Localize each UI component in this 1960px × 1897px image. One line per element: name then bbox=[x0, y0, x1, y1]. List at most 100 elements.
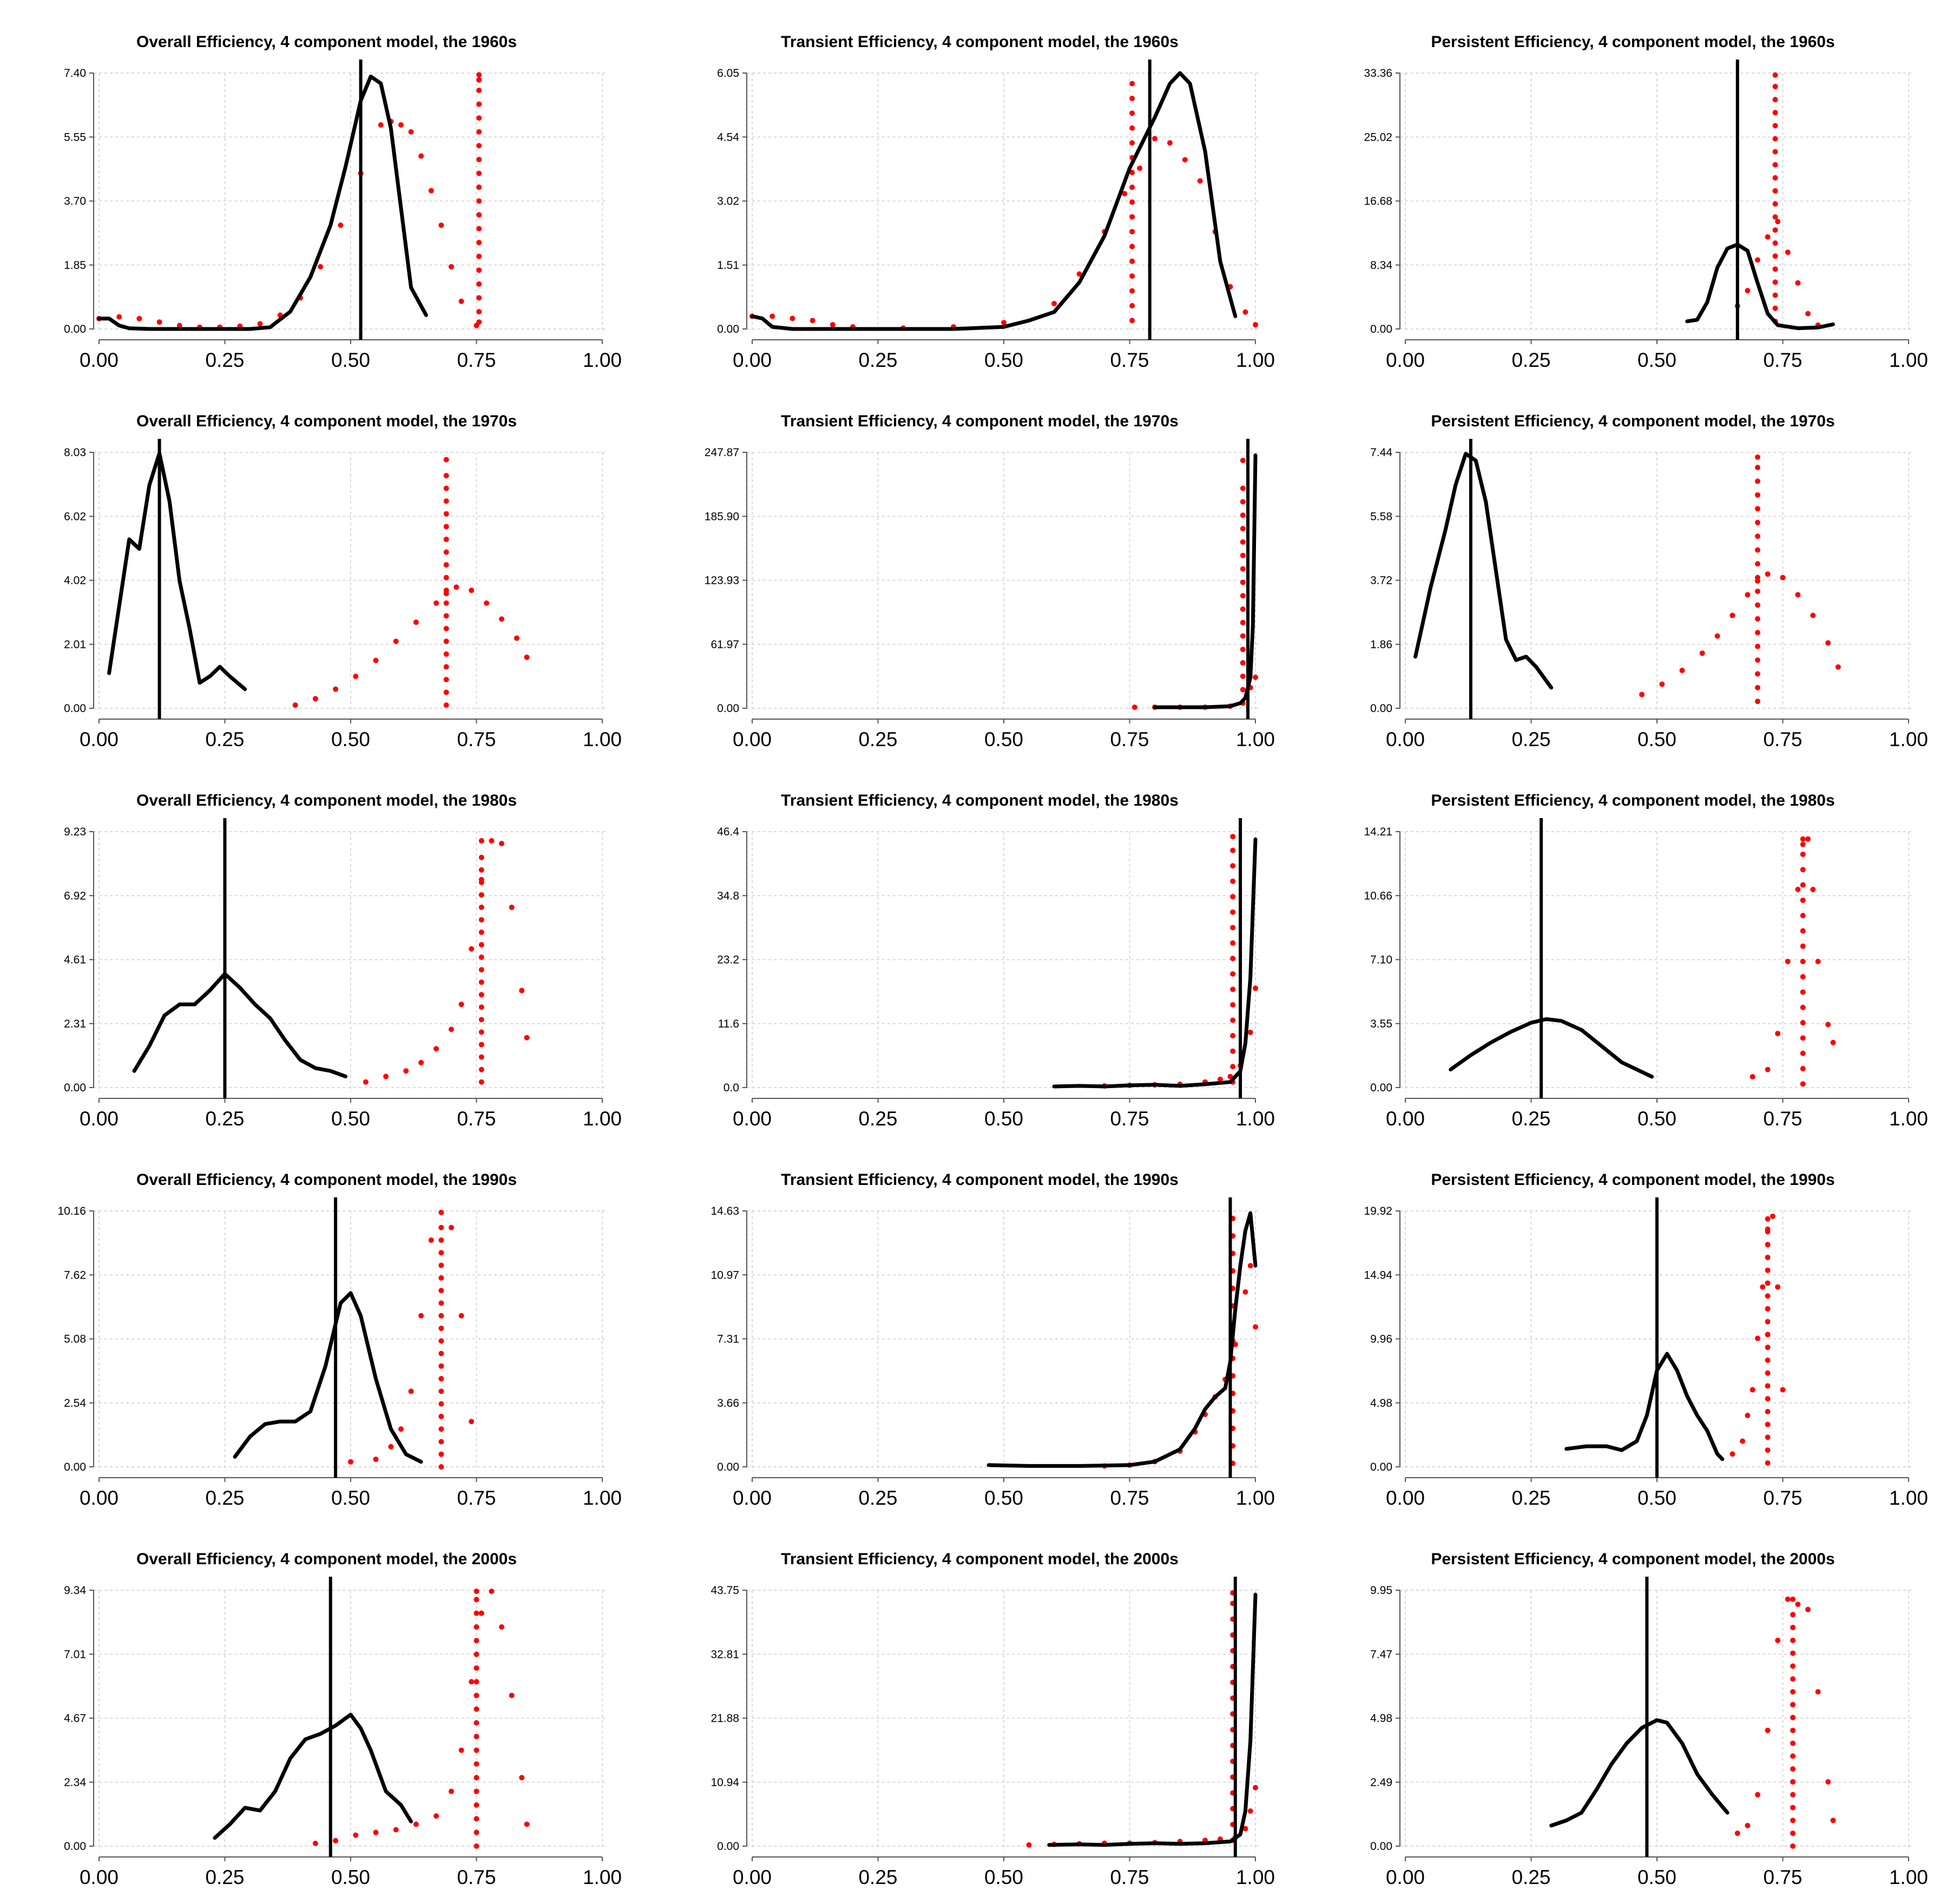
y-tick-label: 5.55 bbox=[64, 131, 86, 143]
data-point bbox=[1755, 657, 1760, 663]
chart-panel: Transient Efficiency, 4 component model,… bbox=[653, 759, 1306, 1138]
x-tick-label: 1.00 bbox=[1236, 1108, 1275, 1130]
data-point bbox=[1230, 986, 1236, 992]
data-point bbox=[1729, 1451, 1735, 1457]
data-point bbox=[476, 156, 482, 162]
data-point bbox=[453, 584, 459, 590]
x-tick-label: 0.75 bbox=[1110, 728, 1149, 750]
data-point bbox=[830, 322, 836, 328]
y-tick-label: 0.00 bbox=[64, 1082, 86, 1094]
data-point bbox=[473, 1589, 479, 1595]
data-point bbox=[1785, 1596, 1791, 1602]
density-chart: Persistent Efficiency, 4 component model… bbox=[1364, 792, 1928, 1130]
y-tick-label: 43.75 bbox=[711, 1584, 739, 1597]
data-point bbox=[1790, 1779, 1796, 1785]
data-point bbox=[1230, 956, 1236, 961]
data-point bbox=[1679, 668, 1685, 674]
density-chart: Persistent Efficiency, 4 component model… bbox=[1364, 33, 1928, 371]
data-point bbox=[1242, 309, 1248, 315]
data-point bbox=[1129, 243, 1135, 249]
data-point bbox=[489, 838, 495, 844]
data-point bbox=[1765, 1408, 1771, 1414]
x-tick-label: 1.00 bbox=[1889, 728, 1928, 750]
data-point bbox=[438, 1464, 444, 1470]
data-point bbox=[257, 321, 263, 327]
y-tick-label: 0.00 bbox=[1370, 1082, 1392, 1094]
density-chart: Overall Efficiency, 4 component model, t… bbox=[64, 1550, 622, 1888]
chart-panel: Transient Efficiency, 4 component model,… bbox=[653, 0, 1306, 379]
y-tick-label: 1.51 bbox=[717, 259, 739, 272]
data-point bbox=[478, 904, 484, 910]
data-point bbox=[1825, 640, 1831, 646]
data-point bbox=[1240, 525, 1246, 531]
data-point bbox=[1765, 1396, 1771, 1402]
data-point bbox=[1137, 165, 1143, 171]
data-point bbox=[1749, 1074, 1755, 1080]
data-point bbox=[1745, 288, 1751, 294]
data-point bbox=[438, 1325, 444, 1331]
data-point bbox=[1772, 162, 1778, 168]
data-point bbox=[378, 122, 384, 128]
y-tick-label: 3.70 bbox=[64, 195, 86, 208]
data-point bbox=[1240, 673, 1246, 679]
data-point bbox=[1230, 834, 1236, 840]
y-tick-label: 0.00 bbox=[1370, 1461, 1392, 1473]
data-point bbox=[1253, 322, 1258, 328]
data-point bbox=[476, 319, 482, 325]
data-point bbox=[1772, 83, 1778, 89]
y-tick-label: 61.97 bbox=[711, 638, 739, 651]
data-point bbox=[443, 664, 449, 670]
x-tick-label: 1.00 bbox=[1889, 1108, 1928, 1130]
x-tick-label: 0.75 bbox=[1763, 728, 1802, 750]
data-point bbox=[478, 917, 484, 923]
data-point bbox=[478, 854, 484, 860]
data-point bbox=[1800, 928, 1806, 934]
data-point bbox=[1253, 985, 1258, 991]
data-point bbox=[473, 1775, 479, 1781]
data-point bbox=[312, 696, 318, 702]
data-point bbox=[393, 638, 399, 644]
data-point bbox=[1765, 1254, 1771, 1260]
y-tick-label: 11.6 bbox=[718, 1018, 739, 1030]
data-point bbox=[1197, 178, 1203, 184]
x-tick-label: 0.50 bbox=[984, 1108, 1023, 1130]
data-point bbox=[438, 1363, 444, 1369]
data-point bbox=[478, 930, 484, 936]
x-tick-label: 0.75 bbox=[1763, 349, 1802, 371]
data-point bbox=[116, 314, 122, 320]
data-point bbox=[312, 1840, 318, 1846]
y-tick-label: 3.55 bbox=[1370, 1018, 1392, 1030]
data-point bbox=[1765, 1242, 1771, 1248]
data-point bbox=[1765, 1306, 1771, 1312]
x-tick-label: 0.75 bbox=[457, 349, 496, 371]
density-chart: Transient Efficiency, 4 component model,… bbox=[711, 1550, 1275, 1888]
data-point bbox=[1734, 1830, 1740, 1836]
data-point bbox=[1240, 539, 1246, 545]
density-curve bbox=[1153, 453, 1258, 709]
data-point bbox=[1230, 894, 1236, 900]
data-point bbox=[473, 1720, 479, 1726]
data-point bbox=[1755, 643, 1760, 649]
y-tick-label: 16.68 bbox=[1364, 195, 1392, 208]
x-tick-label: 0.00 bbox=[1386, 1866, 1425, 1888]
x-tick-label: 0.00 bbox=[1386, 1487, 1425, 1509]
data-point bbox=[156, 319, 162, 325]
y-tick-label: 0.00 bbox=[717, 1461, 739, 1473]
data-point bbox=[443, 562, 449, 568]
y-tick-label: 10.94 bbox=[711, 1776, 739, 1789]
x-tick-label: 0.75 bbox=[1763, 1108, 1802, 1130]
data-point bbox=[1240, 579, 1246, 585]
data-point bbox=[1242, 1289, 1248, 1295]
data-point bbox=[1765, 1383, 1771, 1389]
density-chart: Transient Efficiency, 4 component model,… bbox=[717, 792, 1275, 1130]
density-curve bbox=[1047, 1592, 1258, 1847]
data-point bbox=[769, 313, 775, 319]
data-point bbox=[1230, 847, 1236, 853]
data-point bbox=[1775, 1031, 1781, 1037]
data-point bbox=[1775, 1284, 1781, 1290]
data-point bbox=[449, 1788, 454, 1794]
data-point bbox=[1129, 214, 1135, 220]
x-tick-label: 0.75 bbox=[457, 1487, 496, 1509]
data-point bbox=[1699, 650, 1705, 656]
